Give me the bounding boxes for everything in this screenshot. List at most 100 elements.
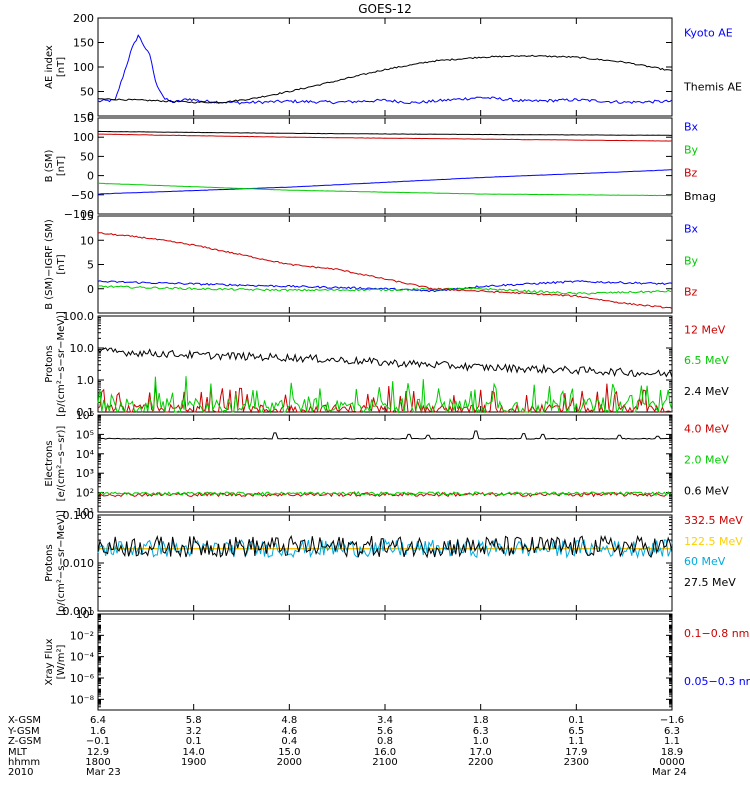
x-axis-value: 1.0 (473, 736, 489, 747)
y-tick-label: 0.010 (63, 557, 95, 570)
y-tick-label: 0 (87, 110, 94, 123)
y-tick-label: 10³ (76, 467, 94, 480)
legend-entry: Themis AE (683, 81, 742, 94)
y-tick-label: −100 (64, 208, 94, 221)
legend-entry: Bz (684, 167, 698, 180)
x-axis-value: 4.8 (281, 715, 297, 726)
y-tick-label: 100.0 (63, 310, 95, 323)
y-tick-label: 100 (73, 61, 94, 74)
y-tick-label: 0.001 (63, 605, 95, 618)
series-line-2-4-mev (97, 347, 673, 378)
chart-title: GOES-12 (358, 2, 412, 16)
legend-entry: Kyoto AE (684, 27, 733, 40)
x-axis-value: 1.8 (473, 715, 489, 726)
y-tick-label: 10⁰ (76, 608, 95, 621)
x-axis-value: Mar 23 (86, 767, 121, 778)
x-axis-row-label: MLT (8, 747, 28, 758)
y-tick-label: 10⁻² (70, 629, 94, 642)
legend-entry: 2.4 MeV (684, 385, 729, 398)
legend-entry: By (684, 255, 699, 268)
x-axis-value: 18.9 (661, 747, 683, 758)
legend-entry: Bx (684, 121, 699, 134)
y-tick-label: 200 (73, 12, 94, 25)
y-tick-label: 50 (80, 86, 94, 99)
series-line-bz (98, 133, 673, 142)
y-tick-label: 15 (80, 210, 94, 223)
x-axis-value: 6.4 (90, 715, 106, 726)
y-axis-unit: [nT] (56, 254, 67, 274)
y-tick-label: 150 (73, 112, 94, 125)
x-axis-row-label: Z-GSM (8, 736, 41, 747)
legend-entry: By (684, 144, 699, 157)
panel-protons_high: 0.001 0.010 0.100 Protons [p/(cm²−s−sr−MeV)]… (44, 509, 743, 618)
y-axis-label: Xray Flux (44, 638, 55, 685)
legend-entry: 6.5 MeV (684, 354, 729, 367)
x-axis-table: X-GSM 6.4 5.8 4.8 3.4 1.8 0.1 −1.6 Y-GSM 1.6 3.2 4.… (7, 715, 687, 778)
x-axis-value: 6.3 (664, 726, 680, 737)
x-axis-value: 1.6 (90, 726, 106, 737)
series-line-6-5-mev (97, 376, 673, 414)
y-tick-label: 10⁻⁶ (70, 672, 95, 685)
y-tick-label: 0.1 (77, 406, 95, 419)
x-axis-value: 0.8 (377, 736, 393, 747)
y-axis-label: Electrons (44, 440, 55, 486)
x-axis-value: 1.1 (664, 736, 680, 747)
x-axis-value: 4.6 (281, 726, 297, 737)
y-tick-label: 10¹ (76, 506, 94, 519)
y-tick-label: 10.0 (70, 342, 95, 355)
series-line-2-0-mev (97, 491, 673, 496)
legend-entry: 122.5 MeV (684, 535, 743, 548)
y-tick-label: 10⁻⁴ (70, 651, 95, 664)
x-axis-value: 1.1 (568, 736, 584, 747)
x-axis-row-label: X-GSM (8, 715, 41, 726)
y-axis-unit: [W/m²] (56, 644, 67, 679)
x-axis-value: 14.0 (183, 747, 205, 758)
y-axis-unit: [e/(cm²−s−sr)] (56, 426, 67, 502)
legend-entry: Bz (684, 286, 698, 299)
series-line-0-6-mev (97, 430, 673, 440)
legend-entry: Bmag (684, 190, 716, 203)
panel-electrons: 10¹ 10² 10³ 10⁴ 10⁵ 10⁶ Electrons [e/(cm²−s−sr)… (44, 409, 729, 519)
y-tick-label: −50 (71, 189, 94, 202)
series-line-bx (97, 169, 672, 195)
legend-entry: 12 MeV (684, 323, 726, 336)
x-axis-row-label: Y-GSM (7, 726, 40, 737)
x-axis-value: 2100 (372, 757, 397, 768)
x-axis-value: 3.4 (377, 715, 393, 726)
legend-entry: 4.0 MeV (684, 423, 729, 436)
x-axis-value: 0.4 (281, 736, 297, 747)
legend-entry: 27.5 MeV (684, 576, 736, 589)
y-axis-unit: [nT] (56, 57, 67, 77)
x-axis-value: 1800 (85, 757, 110, 768)
legend-entry: 0.1−0.8 nm (684, 627, 749, 640)
y-tick-label: 10 (80, 234, 94, 247)
legend-entry: 60 MeV (684, 555, 726, 568)
x-axis-value: 15.0 (278, 747, 300, 758)
x-axis-value: 12.9 (87, 747, 109, 758)
series-line-by (97, 285, 673, 295)
y-tick-label: 50 (80, 150, 94, 163)
y-tick-label: 100 (73, 131, 94, 144)
series-line-bz (97, 232, 673, 310)
y-tick-label: 10⁶ (76, 409, 95, 422)
x-axis-value: 17.0 (470, 747, 492, 758)
x-axis-value: 2000 (277, 757, 302, 768)
series-line-12-mev (97, 383, 673, 414)
y-tick-label: 10⁵ (76, 428, 94, 441)
panel-xray: 10⁻⁸ 10⁻⁶ 10⁻⁴ 10⁻² 10⁰ Xray Flux [W/m²] 0.1−0.… (44, 608, 750, 711)
x-axis-value: 0.1 (568, 715, 584, 726)
series-line-bmag (97, 130, 672, 136)
series-line-27-5-mev (97, 534, 673, 559)
panel-ae: 0 50 100 150 200 AE index [nT] Kyoto AE Themis A… (44, 12, 742, 123)
series-line-4-0-mev (97, 491, 673, 498)
legend-entry: 0.05−0.3 nm (684, 675, 750, 688)
y-tick-label: 0 (87, 283, 94, 296)
x-axis-value: 2300 (564, 757, 589, 768)
legend-entry: 2.0 MeV (684, 454, 729, 467)
legend-entry: 0.6 MeV (684, 485, 729, 498)
y-axis-label: AE index (44, 45, 55, 89)
